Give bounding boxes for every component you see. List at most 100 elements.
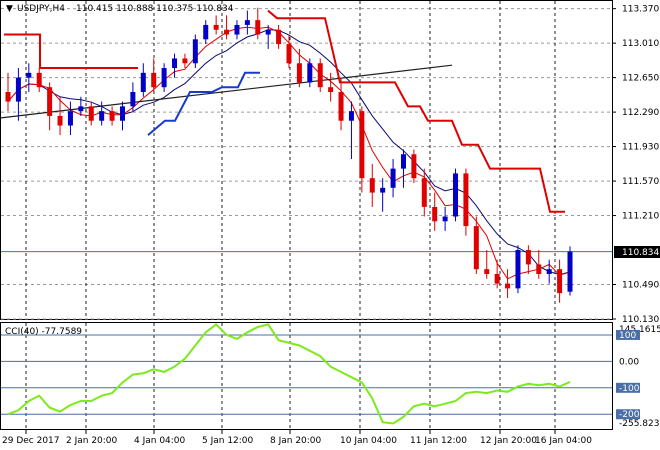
cci-tick-label: -200 xyxy=(619,410,640,420)
axes: 113.370 113.010 112.650 112.290 111.930 111.5… xyxy=(2,5,660,446)
bull-candle-body xyxy=(265,29,271,35)
bear-candle-body xyxy=(421,178,427,207)
bear-candle-body xyxy=(47,87,53,116)
cci-level-tag xyxy=(616,382,640,393)
bear-candle-body xyxy=(369,178,375,193)
time-tick-label: 12 Jan 20:00 xyxy=(480,436,537,446)
grid-lines xyxy=(1,1,612,429)
current-price-tag xyxy=(614,246,660,258)
price-tick-label: 113.370 xyxy=(622,5,659,15)
bull-candle-body xyxy=(15,77,21,102)
cci-line xyxy=(7,323,571,425)
bull-candle-body xyxy=(442,216,448,222)
bear-candle-body xyxy=(463,173,469,227)
bear-candle-body xyxy=(494,273,500,284)
price-tick-label: 110.130 xyxy=(622,315,659,325)
bull-candle-body xyxy=(234,24,240,35)
bear-candle-body xyxy=(151,72,157,88)
price-tick-label: 111.210 xyxy=(622,212,659,222)
bear-candle-body xyxy=(286,44,292,64)
bull-candle-body xyxy=(307,63,313,83)
bear-candle-body xyxy=(338,91,344,121)
bear-candle-body xyxy=(5,91,11,102)
bull-candle-body xyxy=(244,20,250,25)
bear-candle-body xyxy=(317,63,323,88)
bull-candle-body xyxy=(192,39,198,64)
bull-candle-body xyxy=(567,251,573,292)
bull-candle-body xyxy=(546,269,552,274)
price-tick-label: 111.570 xyxy=(622,177,659,187)
bull-candle-body xyxy=(67,111,73,126)
time-tick-label: 5 Jan 12:00 xyxy=(202,436,254,446)
price-tick-label: 110.490 xyxy=(622,281,659,291)
bear-candle-body xyxy=(328,87,334,92)
main-chart-frame[interactable] xyxy=(0,0,613,320)
price-tick-label: 112.290 xyxy=(622,108,659,118)
bull-candle-body xyxy=(161,68,167,88)
bear-candle-body xyxy=(276,29,282,45)
bull-candle-body xyxy=(515,250,521,289)
bear-candle-body xyxy=(213,24,219,30)
bull-candle-body xyxy=(348,111,354,121)
candles[interactable] xyxy=(5,7,573,303)
bull-candle-body xyxy=(99,111,105,121)
bear-candle-body xyxy=(109,111,115,121)
bull-candle-body xyxy=(203,24,209,40)
time-tick-label: 10 Jan 04:00 xyxy=(340,436,397,446)
cci-tick-label: -255.8239 xyxy=(619,419,660,429)
bear-candle-body xyxy=(484,269,490,274)
bear-candle-body xyxy=(36,72,42,88)
price-tick-label: 111.930 xyxy=(622,143,659,153)
cci-label: CCI(40) -77.7589 xyxy=(5,327,82,337)
ohlc-readout: 110.415 110.888 110.375 110.834 xyxy=(76,4,234,14)
bear-candle-body xyxy=(224,29,230,35)
bear-candle-body xyxy=(296,63,302,83)
upper-step-line xyxy=(267,9,565,213)
bear-candle-body xyxy=(88,106,94,121)
time-tick-label: 29 Dec 2017 xyxy=(2,436,60,446)
bear-candle-body xyxy=(411,154,417,179)
bear-candle-body xyxy=(359,111,365,179)
support-step-line xyxy=(147,71,260,136)
bull-candle-body xyxy=(380,187,386,193)
time-tick-label: 11 Jan 12:00 xyxy=(410,436,467,446)
bear-candle-body xyxy=(525,250,531,265)
bear-candle-body xyxy=(182,58,188,64)
bull-candle-body xyxy=(130,91,136,107)
current-price-text: 110.834 xyxy=(622,248,659,258)
price-tick-label: 112.650 xyxy=(622,74,659,84)
bear-candle-body xyxy=(473,226,479,270)
cci-tick-label: 100 xyxy=(619,331,636,341)
bear-candle-body xyxy=(432,206,438,222)
cci-level-tag xyxy=(616,329,640,340)
dropdown-triangle-icon[interactable]: ▼ xyxy=(6,4,13,14)
time-tick-label: 2 Jan 20:00 xyxy=(66,436,118,446)
symbol-label: USDJPY,H4 xyxy=(17,4,65,14)
cci-panel-frame[interactable] xyxy=(0,322,613,430)
bull-candle-body xyxy=(78,106,84,112)
bear-candle-body xyxy=(255,20,261,35)
bear-candle-body xyxy=(557,269,563,294)
cci-tick-label: 0.00 xyxy=(619,357,639,367)
cci-tick-label: -100 xyxy=(619,384,640,394)
bull-candle-body xyxy=(453,173,459,217)
bull-candle-body xyxy=(119,106,125,121)
cci-line-group xyxy=(1,323,612,425)
bull-candle-body xyxy=(400,154,406,169)
bull-candle-body xyxy=(140,72,146,92)
bear-candle-body xyxy=(57,115,63,126)
bull-candle-body xyxy=(172,58,178,69)
resistance-step-line xyxy=(4,33,138,69)
bear-candle-body xyxy=(505,283,511,289)
bull-candle-body xyxy=(390,168,396,188)
time-tick-label: 16 Jan 04:00 xyxy=(535,436,592,446)
price-tick-label: 113.010 xyxy=(622,39,659,49)
time-tick-label: 8 Jan 20:00 xyxy=(270,436,322,446)
time-tick-label: 4 Jan 04:00 xyxy=(134,436,186,446)
bear-candle-body xyxy=(536,264,542,274)
trend-line xyxy=(0,64,453,119)
cci-level-tag xyxy=(616,409,640,420)
bull-candle-body xyxy=(26,72,32,78)
